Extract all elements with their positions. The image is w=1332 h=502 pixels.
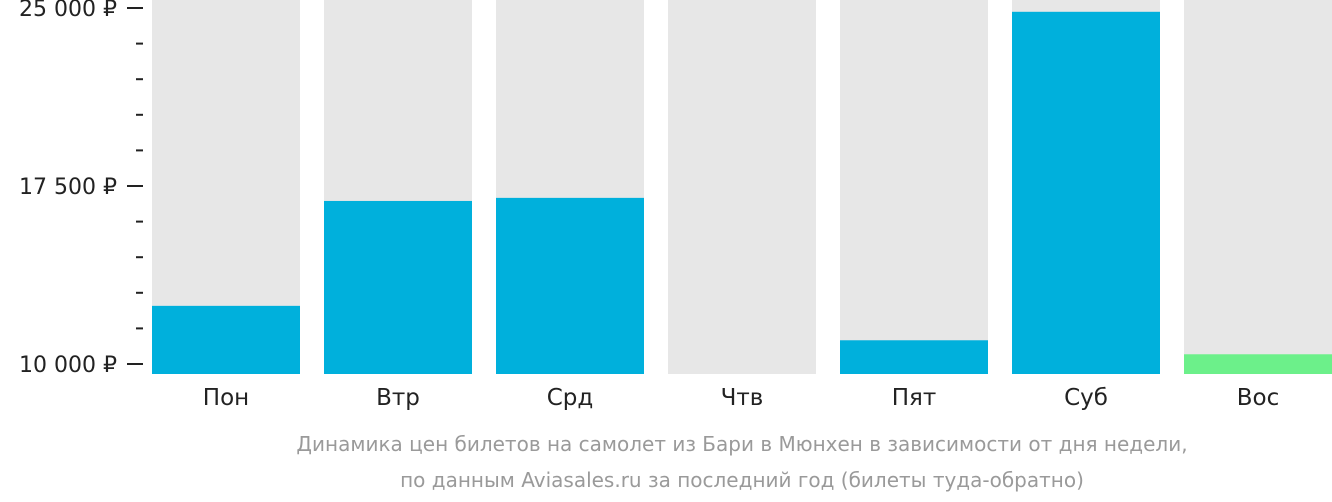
x-tick-label: Суб xyxy=(1064,385,1108,411)
chart-caption-line-2: по данным Aviasales.ru за последний год … xyxy=(400,468,1084,492)
y-tick-label: 17 500 ₽ xyxy=(19,175,117,200)
x-tick-label: Втр xyxy=(376,385,420,411)
price-bars xyxy=(152,11,1332,375)
x-axis: Пон Втр Срд Чтв Пят Суб Вос xyxy=(203,385,1279,411)
background-bar xyxy=(1184,0,1332,374)
bar-0 xyxy=(152,305,300,374)
bar-1 xyxy=(324,200,472,374)
chart-caption-line-1: Динамика цен билетов на самолет из Бари … xyxy=(296,432,1187,456)
background-bar xyxy=(668,0,816,374)
x-tick-label: Пон xyxy=(203,385,249,411)
x-tick-label: Срд xyxy=(547,385,594,411)
background-bar xyxy=(840,0,988,374)
x-tick-label: Пят xyxy=(892,385,937,411)
bar-2 xyxy=(496,197,644,374)
y-tick-label: 10 000 ₽ xyxy=(19,353,117,378)
x-tick-label: Вос xyxy=(1237,385,1280,411)
y-tick-label: 25 000 ₽ xyxy=(19,0,117,22)
x-tick-label: Чтв xyxy=(721,385,764,411)
bar-5 xyxy=(1012,11,1160,375)
bar-4 xyxy=(840,340,988,374)
bar-6 xyxy=(1184,354,1332,374)
y-axis: 10 000 ₽ 17 500 ₽ 25 000 ₽ xyxy=(19,0,143,378)
